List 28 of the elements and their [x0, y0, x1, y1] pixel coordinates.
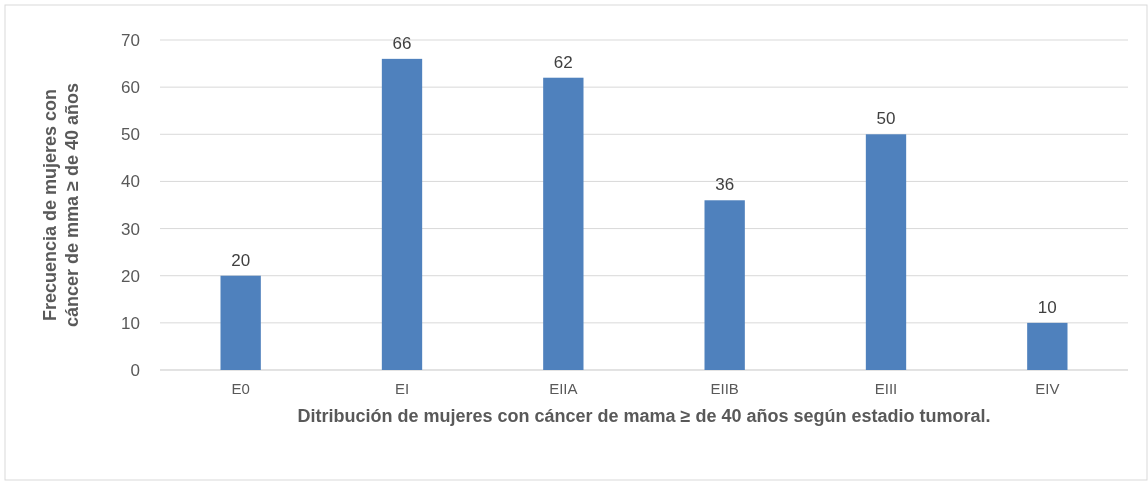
x-tick-label: EIIB — [710, 380, 739, 397]
x-tick-label: EIIA — [549, 380, 578, 397]
y-axis-title: Frecuencia de mujeres con cáncer de mma ≥ de 40 años — [40, 83, 82, 327]
data-label: 62 — [553, 52, 573, 72]
data-label: 10 — [1037, 297, 1057, 317]
y-tick-label: 30 — [121, 219, 140, 239]
y-tick-label: 50 — [121, 125, 140, 145]
y-tick-label: 10 — [121, 313, 140, 333]
data-label: 36 — [715, 175, 735, 195]
x-tick-label: E0 — [231, 380, 250, 397]
bar — [865, 134, 907, 370]
y-tick-label: 60 — [121, 78, 140, 98]
y-tick-label: 20 — [121, 266, 140, 286]
y-tick-label: 0 — [130, 360, 140, 380]
bar — [704, 200, 745, 370]
x-axis-title: Ditribución de mujeres con cáncer de mama ≥ de 40 años según estadio tumoral. — [297, 406, 991, 426]
bar — [381, 58, 423, 370]
data-label: 20 — [231, 250, 251, 270]
x-tick-label: EI — [394, 380, 410, 397]
bar — [543, 77, 584, 370]
data-label: 66 — [392, 33, 412, 53]
y-tick-label: 70 — [121, 30, 140, 50]
x-tick-label: EIV — [1035, 380, 1060, 397]
data-label: 50 — [876, 109, 896, 129]
x-tick-label: EIII — [874, 380, 898, 397]
bar — [220, 275, 261, 370]
y-tick-label: 40 — [121, 172, 140, 192]
bar — [1027, 322, 1068, 370]
